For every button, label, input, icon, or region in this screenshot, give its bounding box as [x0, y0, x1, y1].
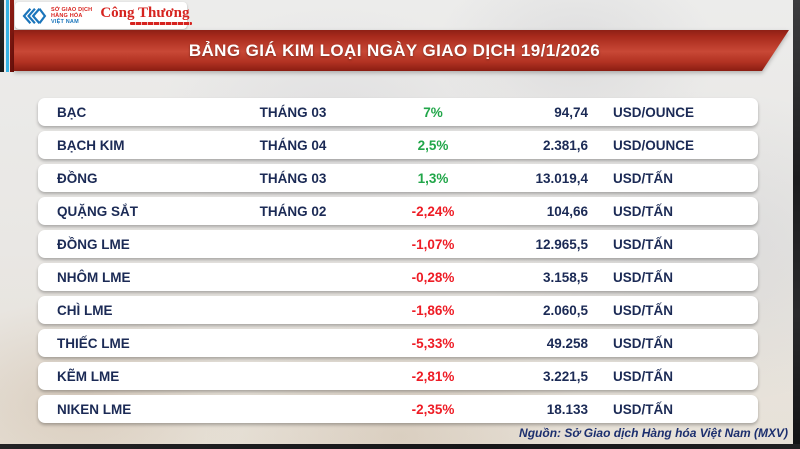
price-value: 2.060,5: [542, 302, 588, 318]
change-percent: -1,86%: [411, 302, 455, 318]
price-value: 104,66: [546, 203, 588, 219]
mxv-logo-line: VIỆT NAM: [51, 18, 79, 25]
change-percent: -5,33%: [411, 335, 455, 351]
change-percent: 2,5%: [417, 137, 449, 153]
change-percent: -2,35%: [411, 401, 455, 417]
commodity-name: ĐỒNG: [57, 170, 98, 186]
contract-month: THÁNG 03: [259, 170, 327, 186]
commodity-name: THIẾC LME: [57, 335, 130, 351]
price-unit: USD/TẤN: [613, 203, 673, 219]
commodity-name: NIKEN LME: [57, 401, 132, 417]
commodity-name: BẠC: [57, 104, 87, 120]
change-percent: -2,24%: [411, 203, 455, 219]
left-stripe-dark: [0, 0, 4, 72]
bottom-edge-photo-strip: [0, 444, 800, 449]
price-value: 12.965,5: [535, 236, 588, 252]
price-value: 2.381,6: [542, 137, 588, 153]
table-row: NIKEN LME -2,35% 18.133 USD/TẤN: [38, 395, 758, 423]
change-percent: 7%: [423, 104, 443, 120]
table-row: NHÔM LME -0,28% 3.158,5 USD/TẤN: [38, 263, 758, 291]
change-percent: 1,3%: [417, 170, 449, 186]
commodity-name: BẠCH KIM: [57, 137, 125, 153]
price-unit: USD/OUNCE: [613, 104, 695, 120]
price-value: 13.019,4: [535, 170, 588, 186]
mxv-logo-line: SỞ GIAO DỊCH: [51, 6, 93, 13]
price-value: 49.258: [546, 335, 588, 351]
table-row: BẠC THÁNG 03 7% 94,74 USD/OUNCE: [38, 98, 758, 126]
mxv-logo-text: SỞ GIAO DỊCH HÀNG HÓA VIỆT NAM: [51, 7, 92, 25]
table-row: THIẾC LME -5,33% 49.258 USD/TẤN: [38, 329, 758, 357]
table-row: CHÌ LME -1,86% 2.060,5 USD/TẤN: [38, 296, 758, 324]
price-value: 3.221,5: [542, 368, 588, 384]
price-unit: USD/TẤN: [613, 236, 673, 252]
mxv-logo-icon: [22, 7, 47, 24]
commodity-name: ĐỒNG LME: [57, 236, 130, 252]
congthuong-tagline-bar: [130, 22, 193, 25]
table-row: ĐỒNG LME -1,07% 12.965,5 USD/TẤN: [38, 230, 758, 258]
table-row: BẠCH KIM THÁNG 04 2,5% 2.381,6 USD/OUNCE: [38, 131, 758, 159]
title-banner-shape: BẢNG GIÁ KIM LOẠI NGÀY GIAO DỊCH 19/1/20…: [14, 30, 789, 71]
congthuong-wordmark: Công Thương: [100, 5, 190, 21]
price-unit: USD/TẤN: [613, 368, 673, 384]
left-stripe-cyan: [6, 0, 9, 72]
right-edge-photo-strip: [793, 0, 800, 449]
commodity-name: NHÔM LME: [57, 269, 131, 285]
price-value: 18.133: [546, 401, 588, 417]
price-unit: USD/TẤN: [613, 401, 673, 417]
price-value: 94,74: [554, 104, 588, 120]
table-row: ĐỒNG THÁNG 03 1,3% 13.019,4 USD/TẤN: [38, 164, 758, 192]
mxv-logo-line: HÀNG HÓA: [51, 12, 83, 19]
page-title: BẢNG GIÁ KIM LOẠI NGÀY GIAO DỊCH 19/1/20…: [188, 40, 601, 60]
table-row: KẼM LME -2,81% 3.221,5 USD/TẤN: [38, 362, 758, 390]
contract-month: THÁNG 03: [259, 104, 327, 120]
price-unit: USD/TẤN: [613, 170, 673, 186]
change-percent: -1,07%: [411, 236, 455, 252]
change-percent: -0,28%: [411, 269, 455, 285]
table-row: QUẶNG SẮT THÁNG 02 -2,24% 104,66 USD/TẤN: [38, 197, 758, 225]
commodity-name: QUẶNG SẮT: [57, 203, 138, 219]
contract-month: THÁNG 04: [259, 137, 327, 153]
change-percent: -2,81%: [411, 368, 455, 384]
contract-month: THÁNG 02: [259, 203, 327, 219]
publisher-logos: SỞ GIAO DỊCH HÀNG HÓA VIỆT NAM Công Thươ…: [15, 2, 193, 29]
left-stripe-red: [10, 0, 14, 72]
commodity-name: CHÌ LME: [57, 302, 113, 318]
commodity-name: KẼM LME: [57, 368, 120, 384]
price-unit: USD/OUNCE: [613, 137, 695, 153]
price-unit: USD/TẤN: [613, 302, 673, 318]
price-table: BẠC THÁNG 03 7% 94,74 USD/OUNCE BẠCH KIM THÁNG…: [38, 98, 758, 428]
price-unit: USD/TẤN: [613, 335, 673, 351]
source-note: Nguồn: Sở Giao dịch Hàng hóa Việt Nam (M…: [519, 426, 788, 440]
price-unit: USD/TẤN: [613, 269, 673, 285]
title-banner: BẢNG GIÁ KIM LOẠI NGÀY GIAO DỊCH 19/1/20…: [14, 30, 789, 71]
price-value: 3.158,5: [542, 269, 588, 285]
congthuong-logo: Công Thương: [100, 5, 193, 25]
